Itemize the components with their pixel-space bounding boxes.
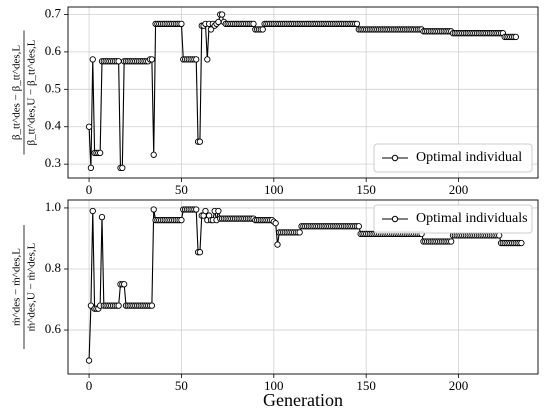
- x-tick-label: 50: [175, 378, 188, 393]
- point: [196, 249, 204, 256]
- legend-label: Optimal individual: [416, 150, 522, 165]
- y-tick-label: 0.3: [45, 155, 61, 170]
- point: [193, 56, 200, 63]
- point: [193, 206, 200, 213]
- y-tick-label: 0.5: [45, 80, 61, 95]
- y-axis-label: β_tt^des − β_tt^des,L β_tt^des,U − β_tt^d…: [11, 30, 38, 155]
- point: [215, 18, 222, 26]
- x-tick-label: 150: [356, 182, 376, 197]
- point: [207, 26, 215, 33]
- legend-marker: [391, 215, 399, 223]
- point: [448, 238, 455, 245]
- point: [148, 302, 156, 309]
- x-tick-label: 150: [356, 378, 376, 393]
- point: [259, 26, 266, 33]
- axes-frame: [67, 6, 539, 179]
- point: [202, 207, 209, 215]
- y-label-denominator: ṁ^des,U − ṁ^des,L: [26, 242, 38, 331]
- x-tick-label: 0: [86, 378, 93, 393]
- x-tick-label: 0: [86, 182, 93, 197]
- point: [96, 149, 104, 157]
- y-tick-label: 0.8: [45, 260, 61, 275]
- point: [119, 164, 126, 172]
- point: [355, 223, 362, 230]
- y-tick-label: 1.0: [45, 199, 61, 214]
- point: [150, 151, 157, 158]
- point: [204, 56, 211, 63]
- x-tick-label: 50: [175, 182, 188, 197]
- point: [353, 20, 361, 27]
- legend-box: [373, 143, 533, 173]
- x-tick-label: 100: [264, 378, 284, 393]
- point: [89, 56, 96, 63]
- point: [250, 20, 257, 27]
- x-axis-label: Generation: [263, 390, 343, 410]
- point: [85, 123, 93, 130]
- point: [150, 206, 157, 213]
- point: [196, 138, 204, 145]
- point: [87, 164, 95, 172]
- point: [85, 357, 93, 364]
- point: [178, 20, 185, 27]
- point: [218, 11, 226, 18]
- point: [178, 216, 185, 224]
- legend: Optimal individuals: [373, 204, 533, 234]
- y-label-numerator: ṁ^des − ṁ^des,L: [11, 248, 23, 326]
- legend-box: [373, 204, 533, 234]
- point: [496, 232, 503, 239]
- axes-frame: [67, 199, 539, 375]
- subplot: 0 50 100 150 200 0.6 0.8 1.0 ṁ^des − ṁ^des,L ṁ^de…: [11, 199, 539, 410]
- x-tick-label: 200: [449, 182, 469, 197]
- y-label-numerator: β_tt^des − β_tt^des,L: [11, 45, 23, 141]
- point: [121, 281, 128, 288]
- point: [512, 33, 519, 41]
- y-tick-label: 0.6: [45, 321, 62, 336]
- subplot: 0 50 100 150 200 0.3 0.4 0.5 0.6 0.7 β_tt^des − β_…: [11, 5, 539, 197]
- point: [148, 56, 156, 63]
- x-tick-label: 200: [449, 378, 469, 393]
- point: [115, 302, 122, 309]
- point: [115, 58, 122, 65]
- point: [274, 241, 281, 248]
- legend-marker: [391, 154, 399, 162]
- point: [89, 207, 96, 215]
- legend: Optimal individual: [373, 143, 533, 173]
- legend-label: Optimal individuals: [416, 211, 528, 226]
- y-label-denominator: β_tt^des,U − β_tt^des,L: [26, 39, 38, 145]
- point: [215, 207, 222, 215]
- y-axis-label: ṁ^des − ṁ^des,L ṁ^des,U − ṁ^des,L: [11, 225, 38, 349]
- point: [272, 220, 279, 227]
- point: [98, 213, 106, 221]
- point: [296, 229, 303, 236]
- y-tick-label: 0.4: [45, 118, 62, 133]
- y-tick-label: 0.7: [45, 5, 62, 20]
- x-tick-label: 100: [264, 182, 284, 197]
- y-tick-label: 0.6: [45, 43, 62, 58]
- point: [518, 239, 525, 247]
